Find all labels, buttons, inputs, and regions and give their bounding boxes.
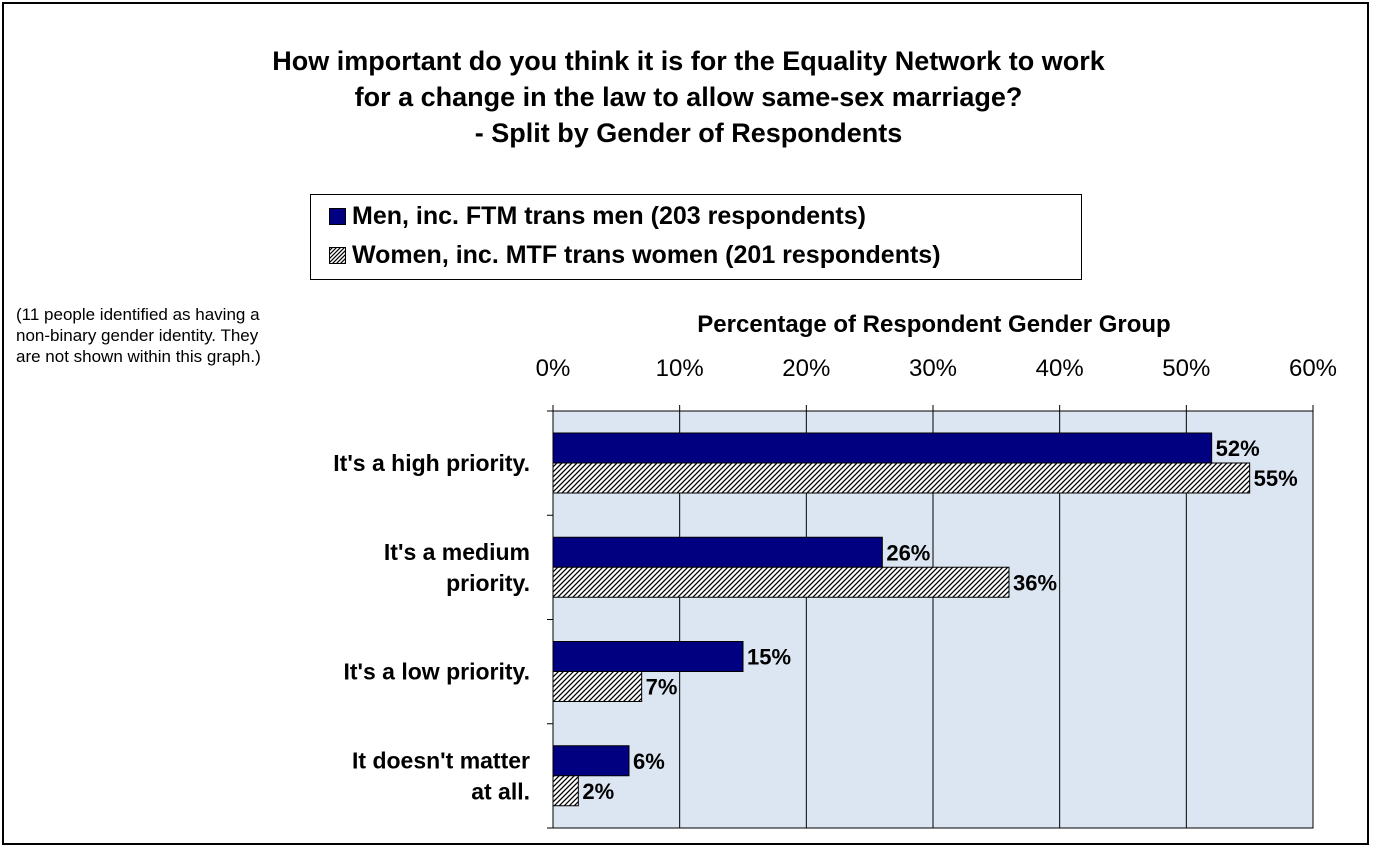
x-tick-label: 10% <box>656 355 704 382</box>
footnote: (11 people identified as having a non-bi… <box>16 304 336 367</box>
bar-men <box>552 641 744 672</box>
bar-women <box>552 671 643 702</box>
x-tick-label: 40% <box>1036 355 1084 382</box>
footnote-line-3: are not shown within this graph.) <box>16 347 261 366</box>
footnote-line-1: (11 people identified as having a <box>16 305 260 324</box>
footnote-line-2: non-binary gender identity. They <box>16 326 259 345</box>
x-tick-label: 60% <box>1289 355 1337 382</box>
category-label: It's a low priority. <box>343 659 530 685</box>
bar-women <box>552 462 1251 494</box>
category-label: priority. <box>446 570 530 596</box>
title-line-1: How important do you think it is for the… <box>272 46 1105 76</box>
bar-women <box>552 775 579 807</box>
x-tick-label: 50% <box>1162 355 1210 382</box>
x-tick-label: 0% <box>536 355 571 382</box>
data-label: 15% <box>747 645 791 670</box>
data-label: 2% <box>582 779 614 804</box>
bar-women <box>552 566 1010 598</box>
category-label: It's a high priority. <box>333 450 530 476</box>
x-tick-label: 30% <box>909 355 957 382</box>
legend-label-women: Women, inc. MTF trans women (201 respond… <box>352 241 941 269</box>
category-label: It's a medium <box>384 539 530 565</box>
legend-swatch-men <box>329 208 346 225</box>
bar-men <box>552 745 630 777</box>
title-line-2: for a change in the law to allow same-se… <box>354 82 1023 112</box>
data-label: 7% <box>646 675 678 700</box>
data-label: 52% <box>1216 436 1260 461</box>
category-label: at all. <box>471 778 530 804</box>
data-label: 6% <box>633 749 665 774</box>
legend-item-men: Men, inc. FTM trans men (203 respondents… <box>329 202 866 231</box>
legend-item-women: Women, inc. MTF trans women (201 respond… <box>329 241 941 270</box>
x-axis-title: Percentage of Respondent Gender Group <box>697 311 1170 338</box>
legend-label-men: Men, inc. FTM trans men (203 respondents… <box>352 202 866 230</box>
data-label: 55% <box>1254 466 1298 491</box>
data-label: 36% <box>1013 570 1057 595</box>
data-label: 26% <box>886 540 930 565</box>
category-label: It doesn't matter <box>352 747 530 773</box>
legend-swatch-women <box>329 247 346 264</box>
legend: Men, inc. FTM trans men (203 respondents… <box>310 194 1082 280</box>
x-tick-label: 20% <box>782 355 830 382</box>
bar-men <box>552 432 1213 464</box>
bar-men <box>552 536 883 568</box>
chart-title: How important do you think it is for the… <box>0 43 1377 151</box>
title-line-3: - Split by Gender of Respondents <box>474 118 903 148</box>
